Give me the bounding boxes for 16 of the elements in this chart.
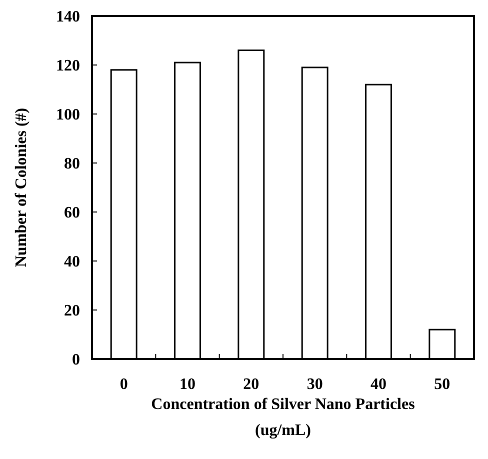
x-tick-label: 10	[180, 376, 196, 393]
y-tick-label: 100	[56, 106, 80, 124]
y-tick-label: 20	[64, 302, 80, 320]
x-axis-title: Concentration of Silver Nano Particles (ug/mL)	[151, 396, 415, 439]
x-tick-label: 20	[243, 376, 260, 393]
x-tick-label: 50	[434, 376, 450, 393]
x-tick-label: 30	[306, 376, 323, 393]
y-tick-label: 60	[64, 204, 80, 222]
y-tick-label: 140	[56, 8, 80, 26]
y-tick-label: 120	[56, 58, 80, 75]
y-axis-title: Number of Colonies (#)	[13, 108, 30, 268]
y-tick-label: 80	[64, 156, 80, 173]
x-tick-label: 0	[120, 376, 128, 393]
y-tick-label: 0	[72, 352, 80, 369]
x-tick-label: 40	[370, 376, 386, 393]
y-tick-label: 40	[64, 254, 80, 271]
